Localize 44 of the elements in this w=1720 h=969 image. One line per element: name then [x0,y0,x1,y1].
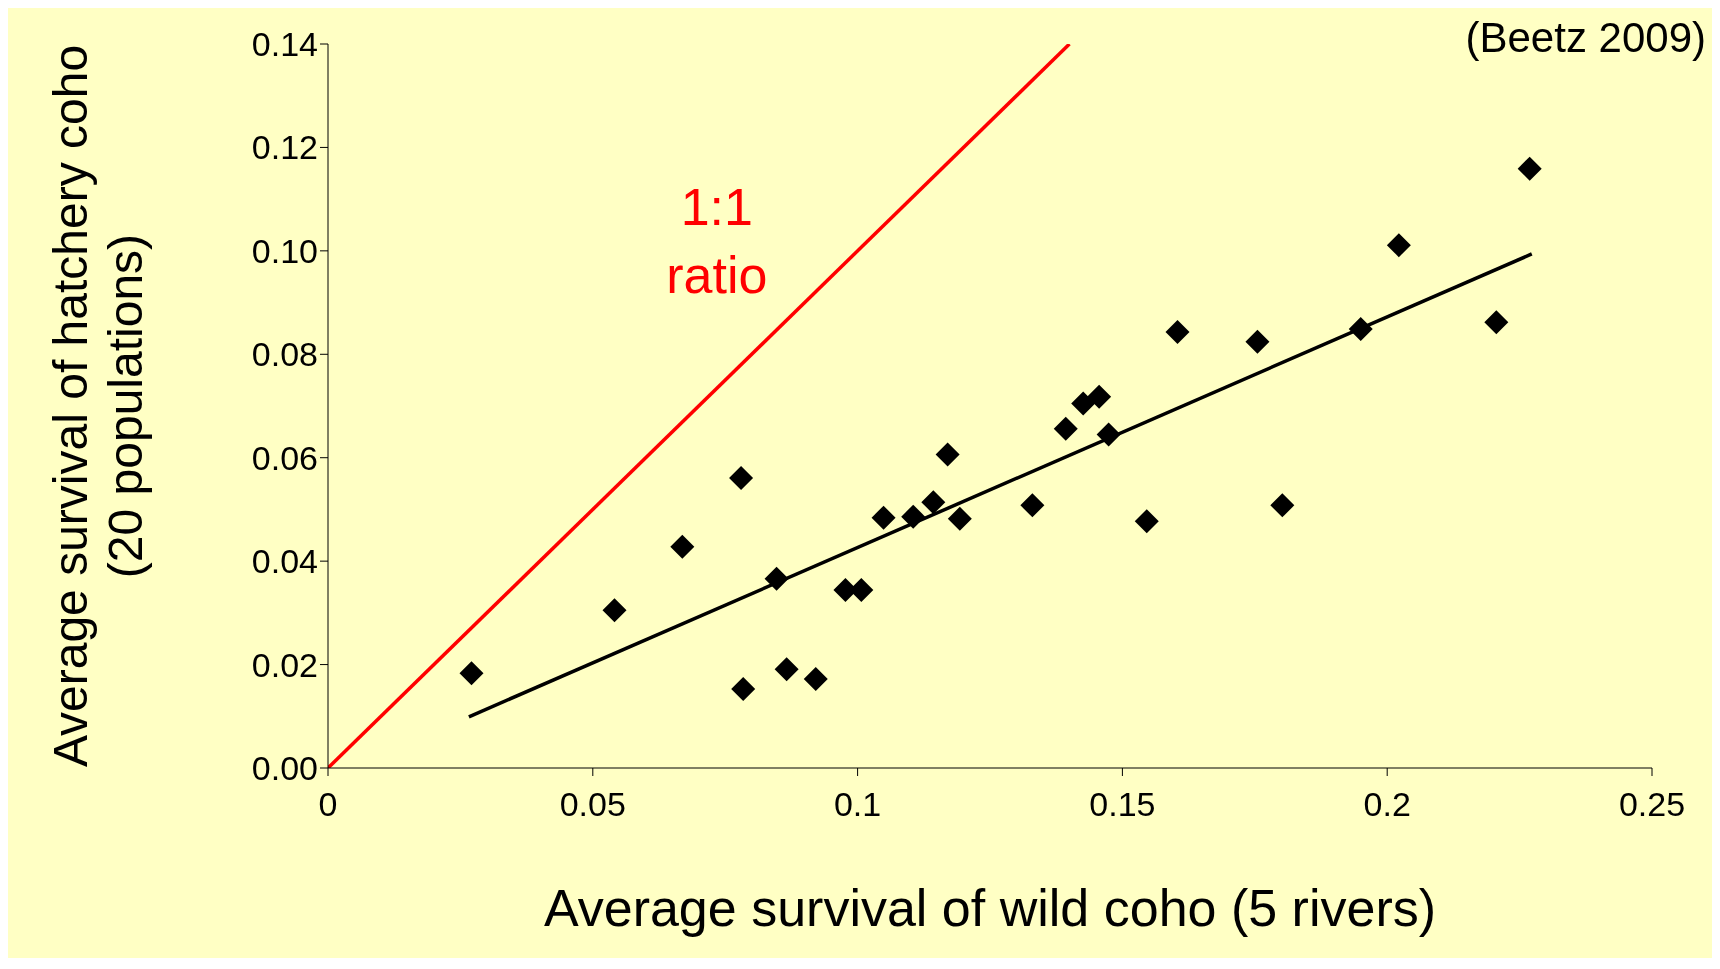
point [1096,422,1121,447]
x-tick-label: 0 [318,785,338,824]
point [1087,384,1112,409]
point [921,490,946,515]
y-tick-label: 0.14 [251,25,318,64]
x-axis-title: Average survival of wild coho (5 rivers) [542,878,1438,938]
y-axis-title: Average survival of hatchery coho (20 populations) [43,43,154,770]
point [764,566,789,591]
point [459,661,484,686]
point [1245,329,1270,354]
x-tick-label: 0.15 [1089,785,1156,824]
point [670,534,695,559]
y-tick-label: 0.04 [251,542,318,581]
point [1484,310,1509,335]
point [1165,320,1190,345]
point [1071,391,1096,416]
point [731,676,756,701]
point [871,505,896,530]
y-tick-label: 0.00 [251,749,318,788]
y-tick-label: 0.12 [251,128,318,167]
x-tick-label: 0.05 [559,785,626,824]
x-tick-label: 0.25 [1618,785,1686,824]
point [1386,233,1411,258]
point [901,504,926,529]
x-tick-label: 0.2 [1363,785,1411,824]
point [1517,156,1542,181]
point [1348,316,1373,341]
y-tick-label: 0.08 [251,335,318,374]
point [1020,493,1045,518]
x-tick-label: 0.1 [833,785,882,824]
y-tick-label: 0.06 [251,438,318,477]
y-tick-label: 0.02 [251,645,318,684]
point [1270,493,1295,518]
point [602,598,627,623]
point [774,657,799,682]
y-tick-label: 0.10 [251,231,318,270]
point [1053,416,1078,441]
series-label: 1:1 ratio [665,177,769,306]
point [1134,509,1159,534]
point [729,465,754,490]
point [935,442,960,467]
point [803,667,828,692]
annotation: (Beetz 2009) [1465,14,1706,62]
point [947,506,972,531]
